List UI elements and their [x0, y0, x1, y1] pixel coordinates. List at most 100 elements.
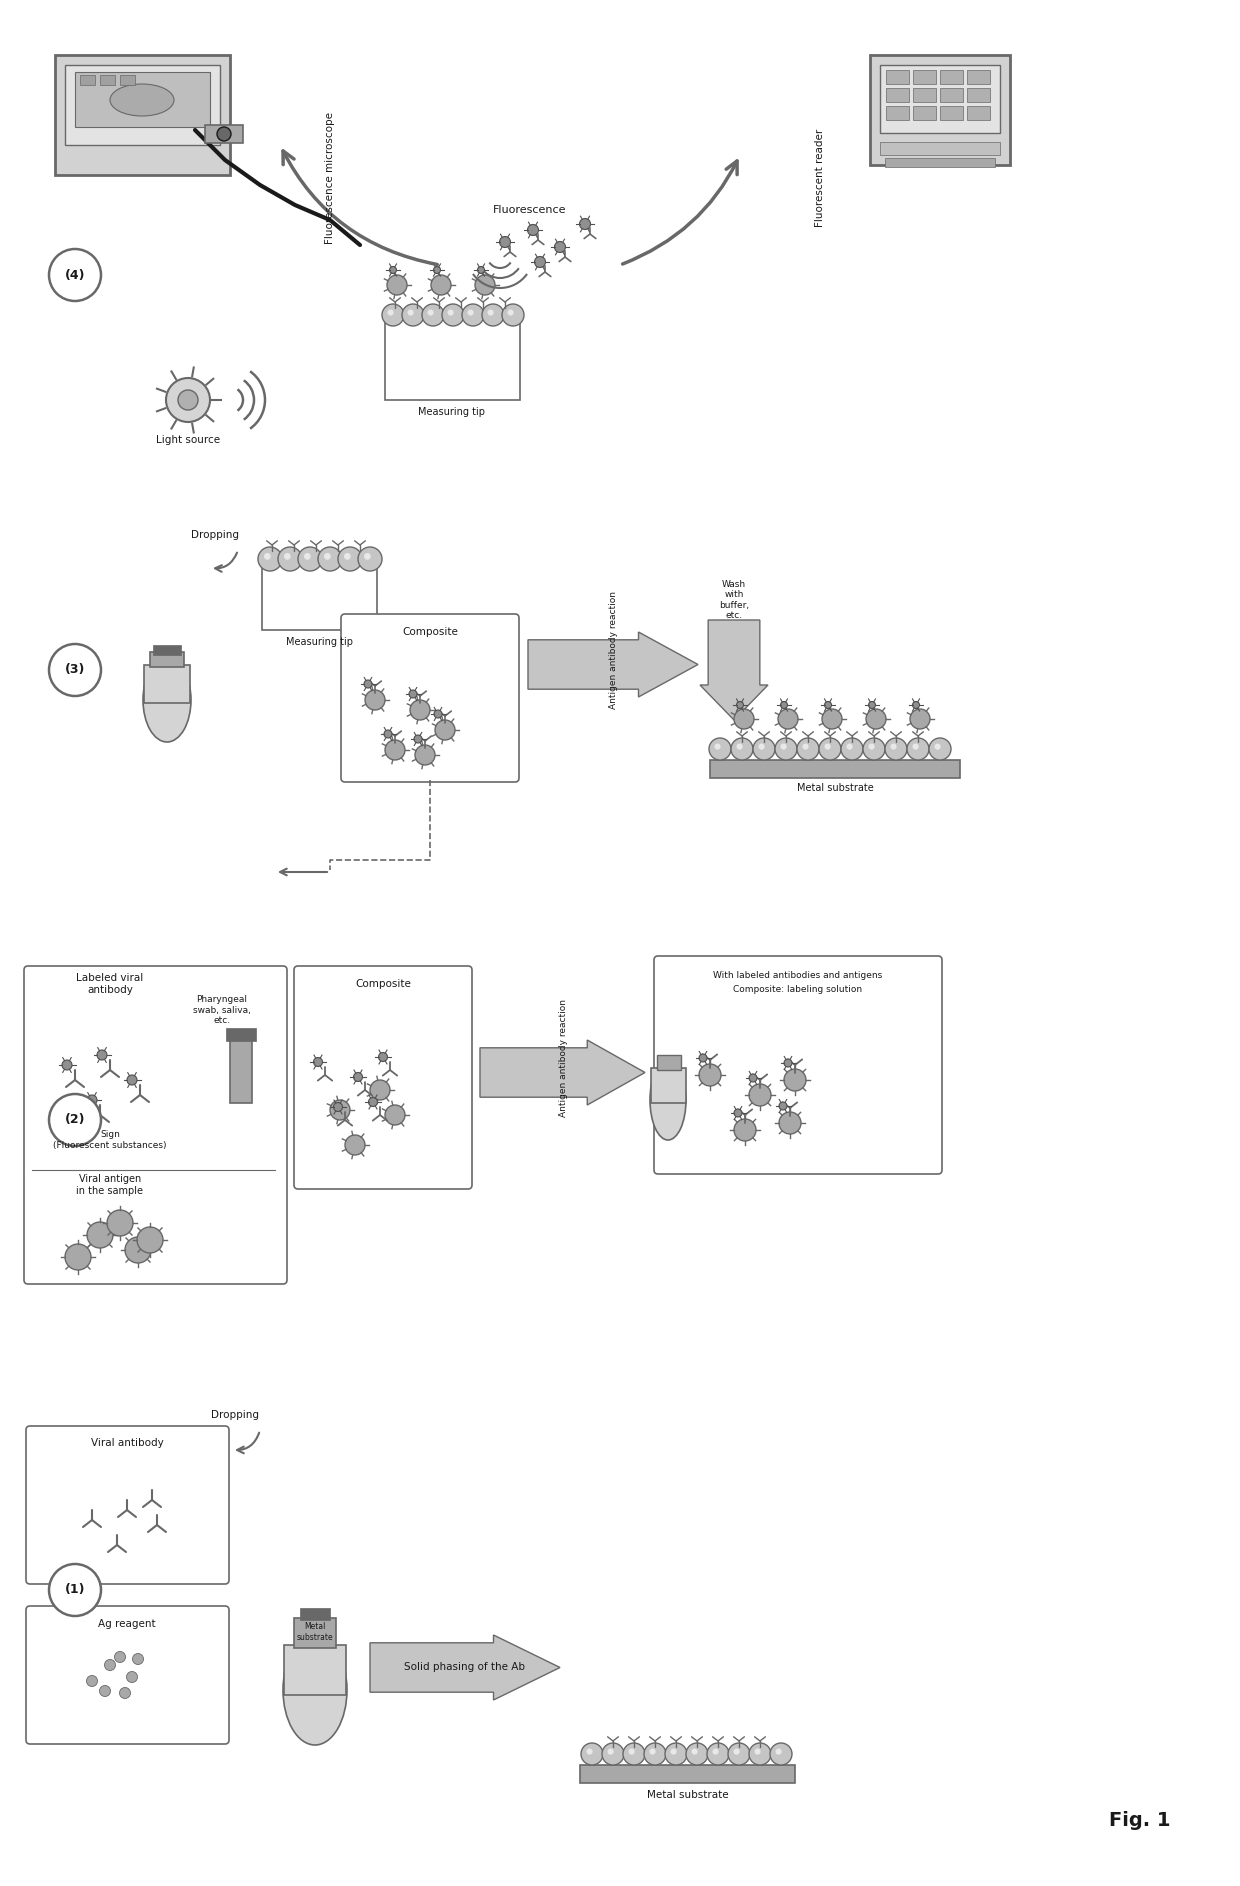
- Bar: [120, 75, 135, 85]
- Bar: [880, 141, 999, 155]
- FancyBboxPatch shape: [341, 615, 520, 783]
- Circle shape: [467, 309, 474, 315]
- Text: Solid phasing of the Ab: Solid phasing of the Ab: [404, 1662, 526, 1673]
- Circle shape: [866, 709, 887, 730]
- Bar: [300, 1609, 330, 1620]
- Bar: [885, 158, 994, 168]
- Text: Antigen antibody reaction: Antigen antibody reaction: [609, 590, 618, 709]
- Circle shape: [910, 709, 930, 730]
- Circle shape: [885, 737, 906, 760]
- Bar: [870, 55, 1011, 164]
- Circle shape: [929, 737, 951, 760]
- Circle shape: [114, 1652, 125, 1662]
- Circle shape: [87, 1222, 113, 1249]
- Bar: [940, 89, 963, 102]
- Bar: [887, 89, 909, 102]
- Circle shape: [64, 1245, 91, 1269]
- Bar: [150, 653, 184, 668]
- Circle shape: [107, 1211, 133, 1235]
- Circle shape: [387, 275, 407, 294]
- Circle shape: [330, 1100, 350, 1120]
- Circle shape: [432, 275, 451, 294]
- Circle shape: [737, 702, 744, 709]
- Text: Light source: Light source: [156, 436, 219, 445]
- Circle shape: [410, 700, 430, 720]
- Circle shape: [749, 1084, 771, 1105]
- Circle shape: [441, 304, 464, 326]
- Bar: [913, 106, 936, 121]
- Polygon shape: [370, 1635, 560, 1699]
- Text: (2): (2): [64, 1113, 86, 1126]
- Circle shape: [935, 743, 941, 749]
- Circle shape: [415, 745, 435, 766]
- Circle shape: [587, 1748, 593, 1754]
- Text: Measuring tip: Measuring tip: [286, 637, 353, 647]
- Text: Metal substrate: Metal substrate: [647, 1790, 729, 1799]
- Bar: [81, 75, 95, 85]
- Circle shape: [699, 1054, 707, 1062]
- Text: Dropping: Dropping: [211, 1411, 259, 1420]
- Circle shape: [777, 709, 799, 730]
- Bar: [229, 1037, 252, 1103]
- Circle shape: [749, 1073, 756, 1083]
- Text: Labeled viral
antibody: Labeled viral antibody: [77, 973, 144, 994]
- Bar: [967, 89, 990, 102]
- Circle shape: [608, 1748, 614, 1754]
- Bar: [384, 309, 520, 400]
- Bar: [262, 554, 377, 630]
- Bar: [940, 106, 963, 121]
- Text: Wash
with
buffer,
etc.: Wash with buffer, etc.: [719, 579, 749, 620]
- Circle shape: [500, 236, 511, 247]
- Bar: [100, 75, 115, 85]
- Circle shape: [217, 126, 231, 141]
- Bar: [967, 106, 990, 121]
- Circle shape: [136, 1228, 162, 1252]
- Circle shape: [384, 1105, 405, 1126]
- Circle shape: [119, 1688, 130, 1699]
- Circle shape: [434, 709, 441, 719]
- Text: Fluorescence microscope: Fluorescence microscope: [325, 111, 335, 243]
- Circle shape: [382, 304, 404, 326]
- Circle shape: [365, 553, 371, 560]
- Text: Fluorescence: Fluorescence: [494, 206, 567, 215]
- Circle shape: [345, 1135, 365, 1154]
- Circle shape: [582, 1743, 603, 1765]
- Circle shape: [365, 681, 372, 688]
- Polygon shape: [701, 620, 768, 720]
- Text: Viral antibody: Viral antibody: [91, 1437, 164, 1448]
- FancyBboxPatch shape: [653, 956, 942, 1173]
- Bar: [294, 1618, 336, 1648]
- Circle shape: [825, 702, 832, 709]
- Bar: [153, 645, 181, 654]
- Circle shape: [314, 1058, 322, 1066]
- Circle shape: [434, 266, 440, 273]
- FancyBboxPatch shape: [24, 966, 286, 1284]
- Bar: [651, 1067, 686, 1103]
- Circle shape: [126, 1671, 138, 1682]
- Circle shape: [686, 1743, 708, 1765]
- Circle shape: [784, 1060, 792, 1067]
- Circle shape: [487, 309, 494, 315]
- Circle shape: [749, 1743, 771, 1765]
- Circle shape: [370, 1081, 391, 1100]
- Circle shape: [125, 1237, 151, 1264]
- Text: Viral antigen
in the sample: Viral antigen in the sample: [77, 1175, 144, 1196]
- FancyBboxPatch shape: [26, 1426, 229, 1584]
- Bar: [913, 89, 936, 102]
- Circle shape: [99, 1686, 110, 1697]
- Circle shape: [97, 1051, 107, 1060]
- Bar: [74, 72, 210, 126]
- Circle shape: [126, 1075, 136, 1084]
- Circle shape: [324, 553, 331, 560]
- Bar: [913, 70, 936, 85]
- Bar: [967, 70, 990, 85]
- Circle shape: [825, 743, 831, 749]
- Circle shape: [87, 1096, 97, 1105]
- Bar: [657, 1054, 681, 1069]
- Circle shape: [358, 547, 382, 571]
- Text: Composite: Composite: [355, 979, 410, 988]
- Bar: [226, 1028, 255, 1041]
- Bar: [64, 64, 219, 145]
- Circle shape: [713, 1748, 719, 1754]
- Circle shape: [507, 309, 513, 315]
